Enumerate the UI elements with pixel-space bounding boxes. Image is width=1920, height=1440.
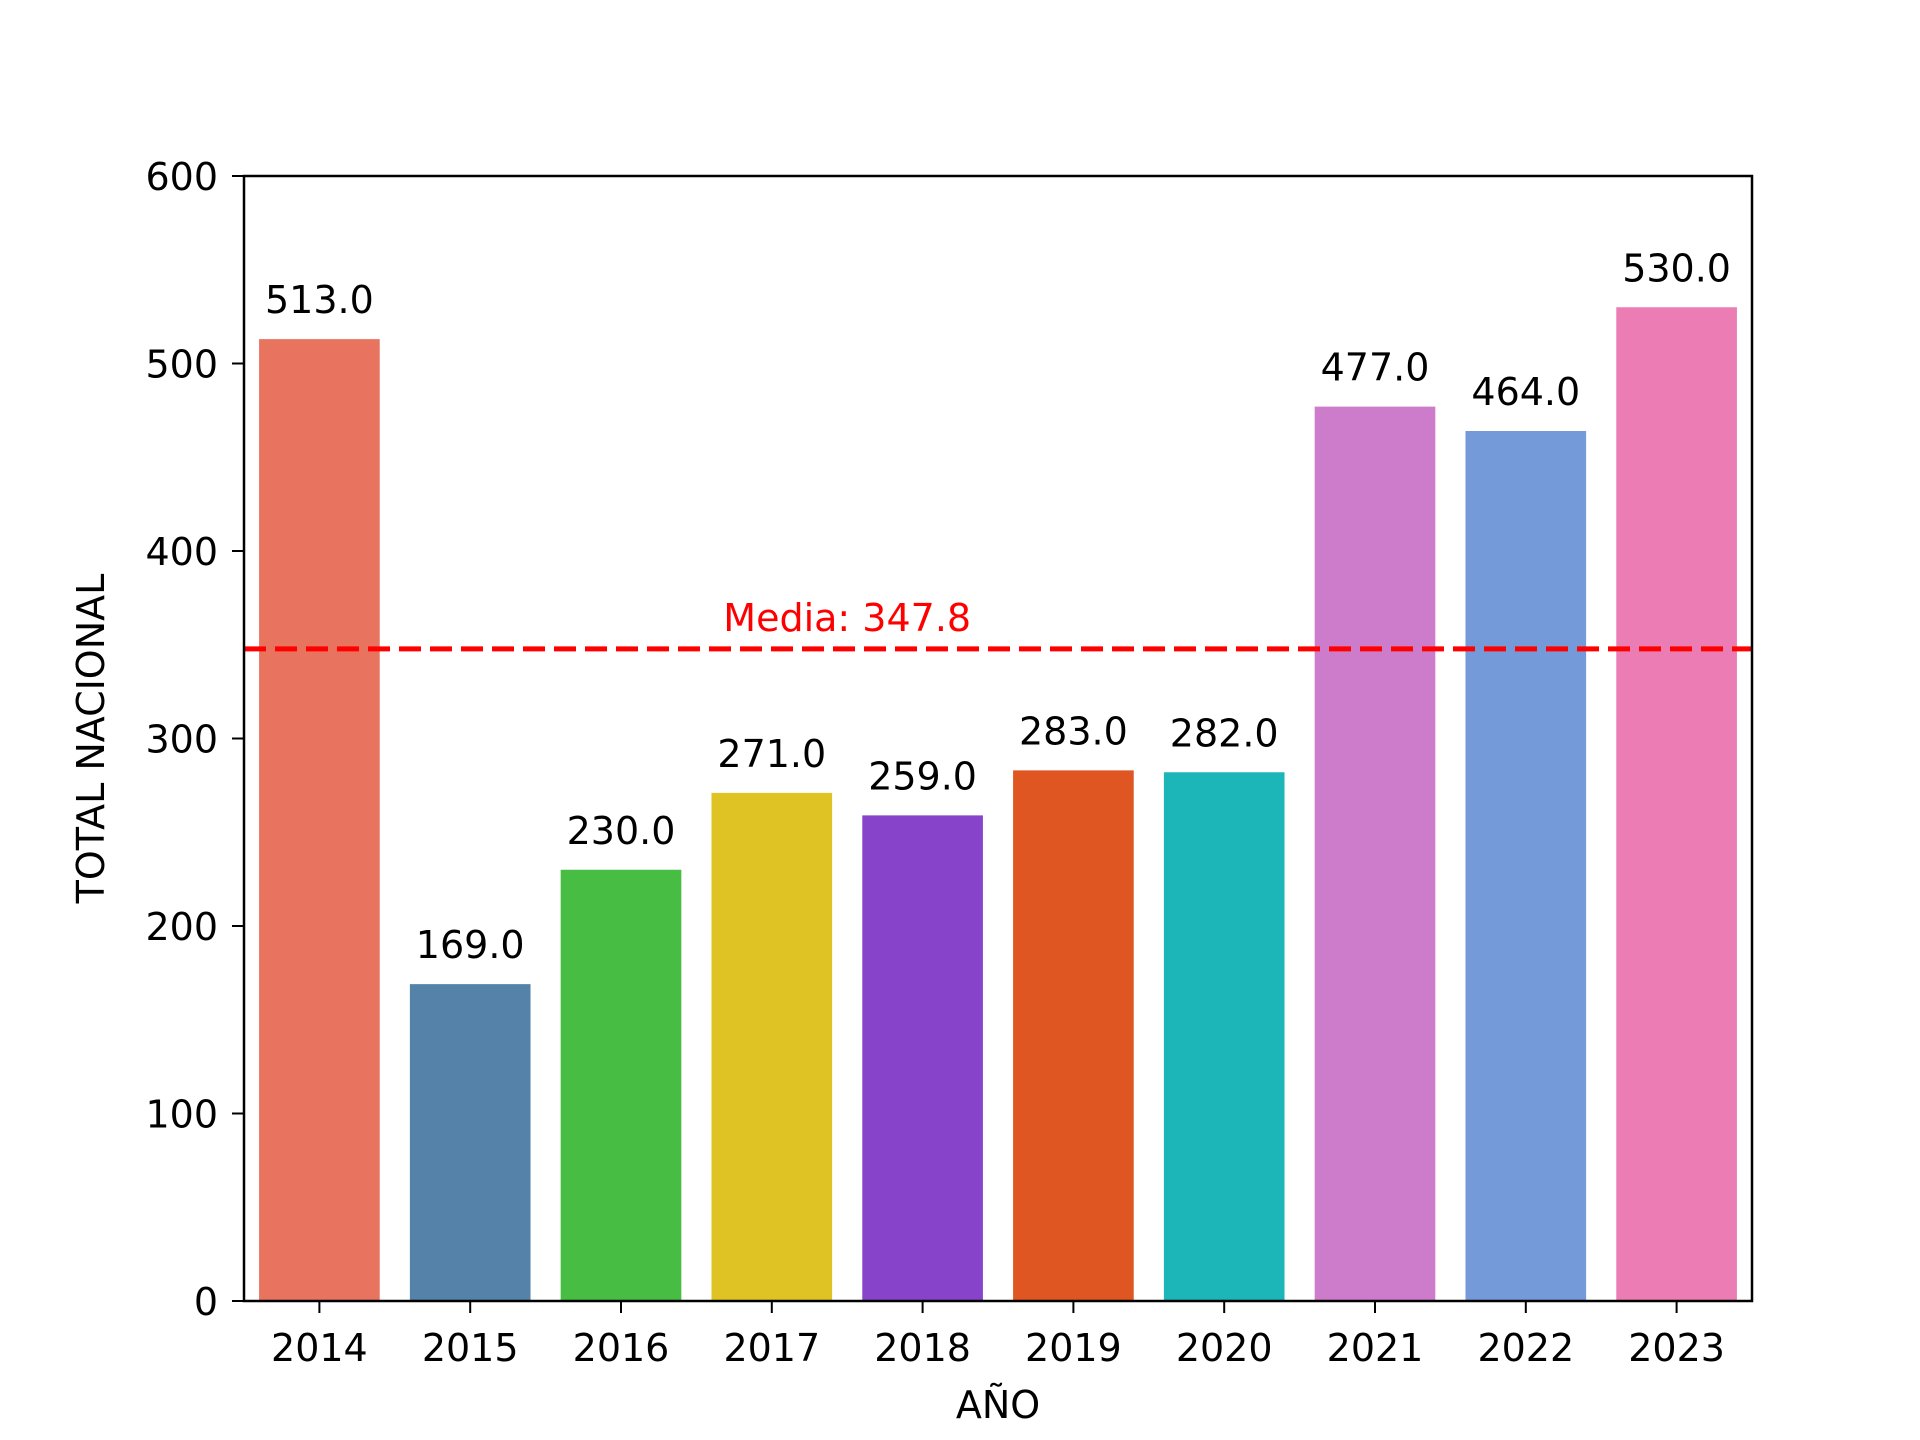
y-axis: 0 100 200 300 400 500 600: [145, 155, 244, 1324]
value-labels-group: 513.0 169.0 230.0 271.0 259.0 283.0 282.0 477.0…: [265, 246, 1731, 967]
bar-2014: [259, 339, 380, 1301]
x-axis: 2014 2015 2016 2017 2018 2019 2020 2021 2022 2023: [271, 1301, 1725, 1370]
x-tick-label-2019: 2019: [1025, 1326, 1122, 1370]
value-label-2020: 282.0: [1170, 711, 1279, 755]
value-label-2019: 283.0: [1019, 709, 1128, 753]
y-tick-label-500: 500: [145, 343, 218, 387]
value-label-2023: 530.0: [1622, 246, 1731, 290]
x-tick-label-2023: 2023: [1628, 1326, 1725, 1370]
value-label-2014: 513.0: [265, 278, 374, 322]
x-tick-label-2020: 2020: [1176, 1326, 1273, 1370]
value-label-2022: 464.0: [1471, 370, 1580, 414]
x-tick-label-2015: 2015: [422, 1326, 519, 1370]
bar-2023: [1616, 307, 1737, 1301]
y-tick-label-400: 400: [145, 530, 218, 574]
value-label-2015: 169.0: [416, 923, 525, 967]
y-tick-label-600: 600: [145, 155, 218, 199]
bar-2019: [1013, 770, 1134, 1301]
x-tick-label-2018: 2018: [874, 1326, 971, 1370]
bar-2021: [1314, 406, 1436, 1301]
bar-2017: [711, 792, 833, 1301]
value-label-2016: 230.0: [567, 809, 676, 853]
x-tick-label-2014: 2014: [271, 1326, 368, 1370]
y-axis-label: TOTAL NACIONAL: [69, 574, 113, 905]
bar-2015: [409, 984, 531, 1301]
bar-2016: [560, 869, 682, 1301]
value-label-2018: 259.0: [868, 754, 977, 798]
x-tick-label-2016: 2016: [573, 1326, 670, 1370]
bar-2018: [862, 815, 983, 1301]
x-tick-label-2017: 2017: [723, 1326, 820, 1370]
value-label-2017: 271.0: [717, 732, 826, 776]
y-tick-label-0: 0: [194, 1280, 218, 1324]
mean-label: Media: 347.8: [723, 596, 971, 640]
bar-2020: [1163, 772, 1285, 1301]
bars-group: [259, 307, 1737, 1301]
x-axis-label: AÑO: [956, 1383, 1040, 1427]
y-tick-label-200: 200: [145, 905, 218, 949]
y-tick-label-300: 300: [145, 718, 218, 762]
x-tick-label-2022: 2022: [1477, 1326, 1574, 1370]
value-label-2021: 477.0: [1321, 346, 1430, 390]
y-tick-label-100: 100: [145, 1093, 218, 1137]
x-tick-label-2021: 2021: [1327, 1326, 1424, 1370]
bar-2022: [1465, 431, 1587, 1301]
